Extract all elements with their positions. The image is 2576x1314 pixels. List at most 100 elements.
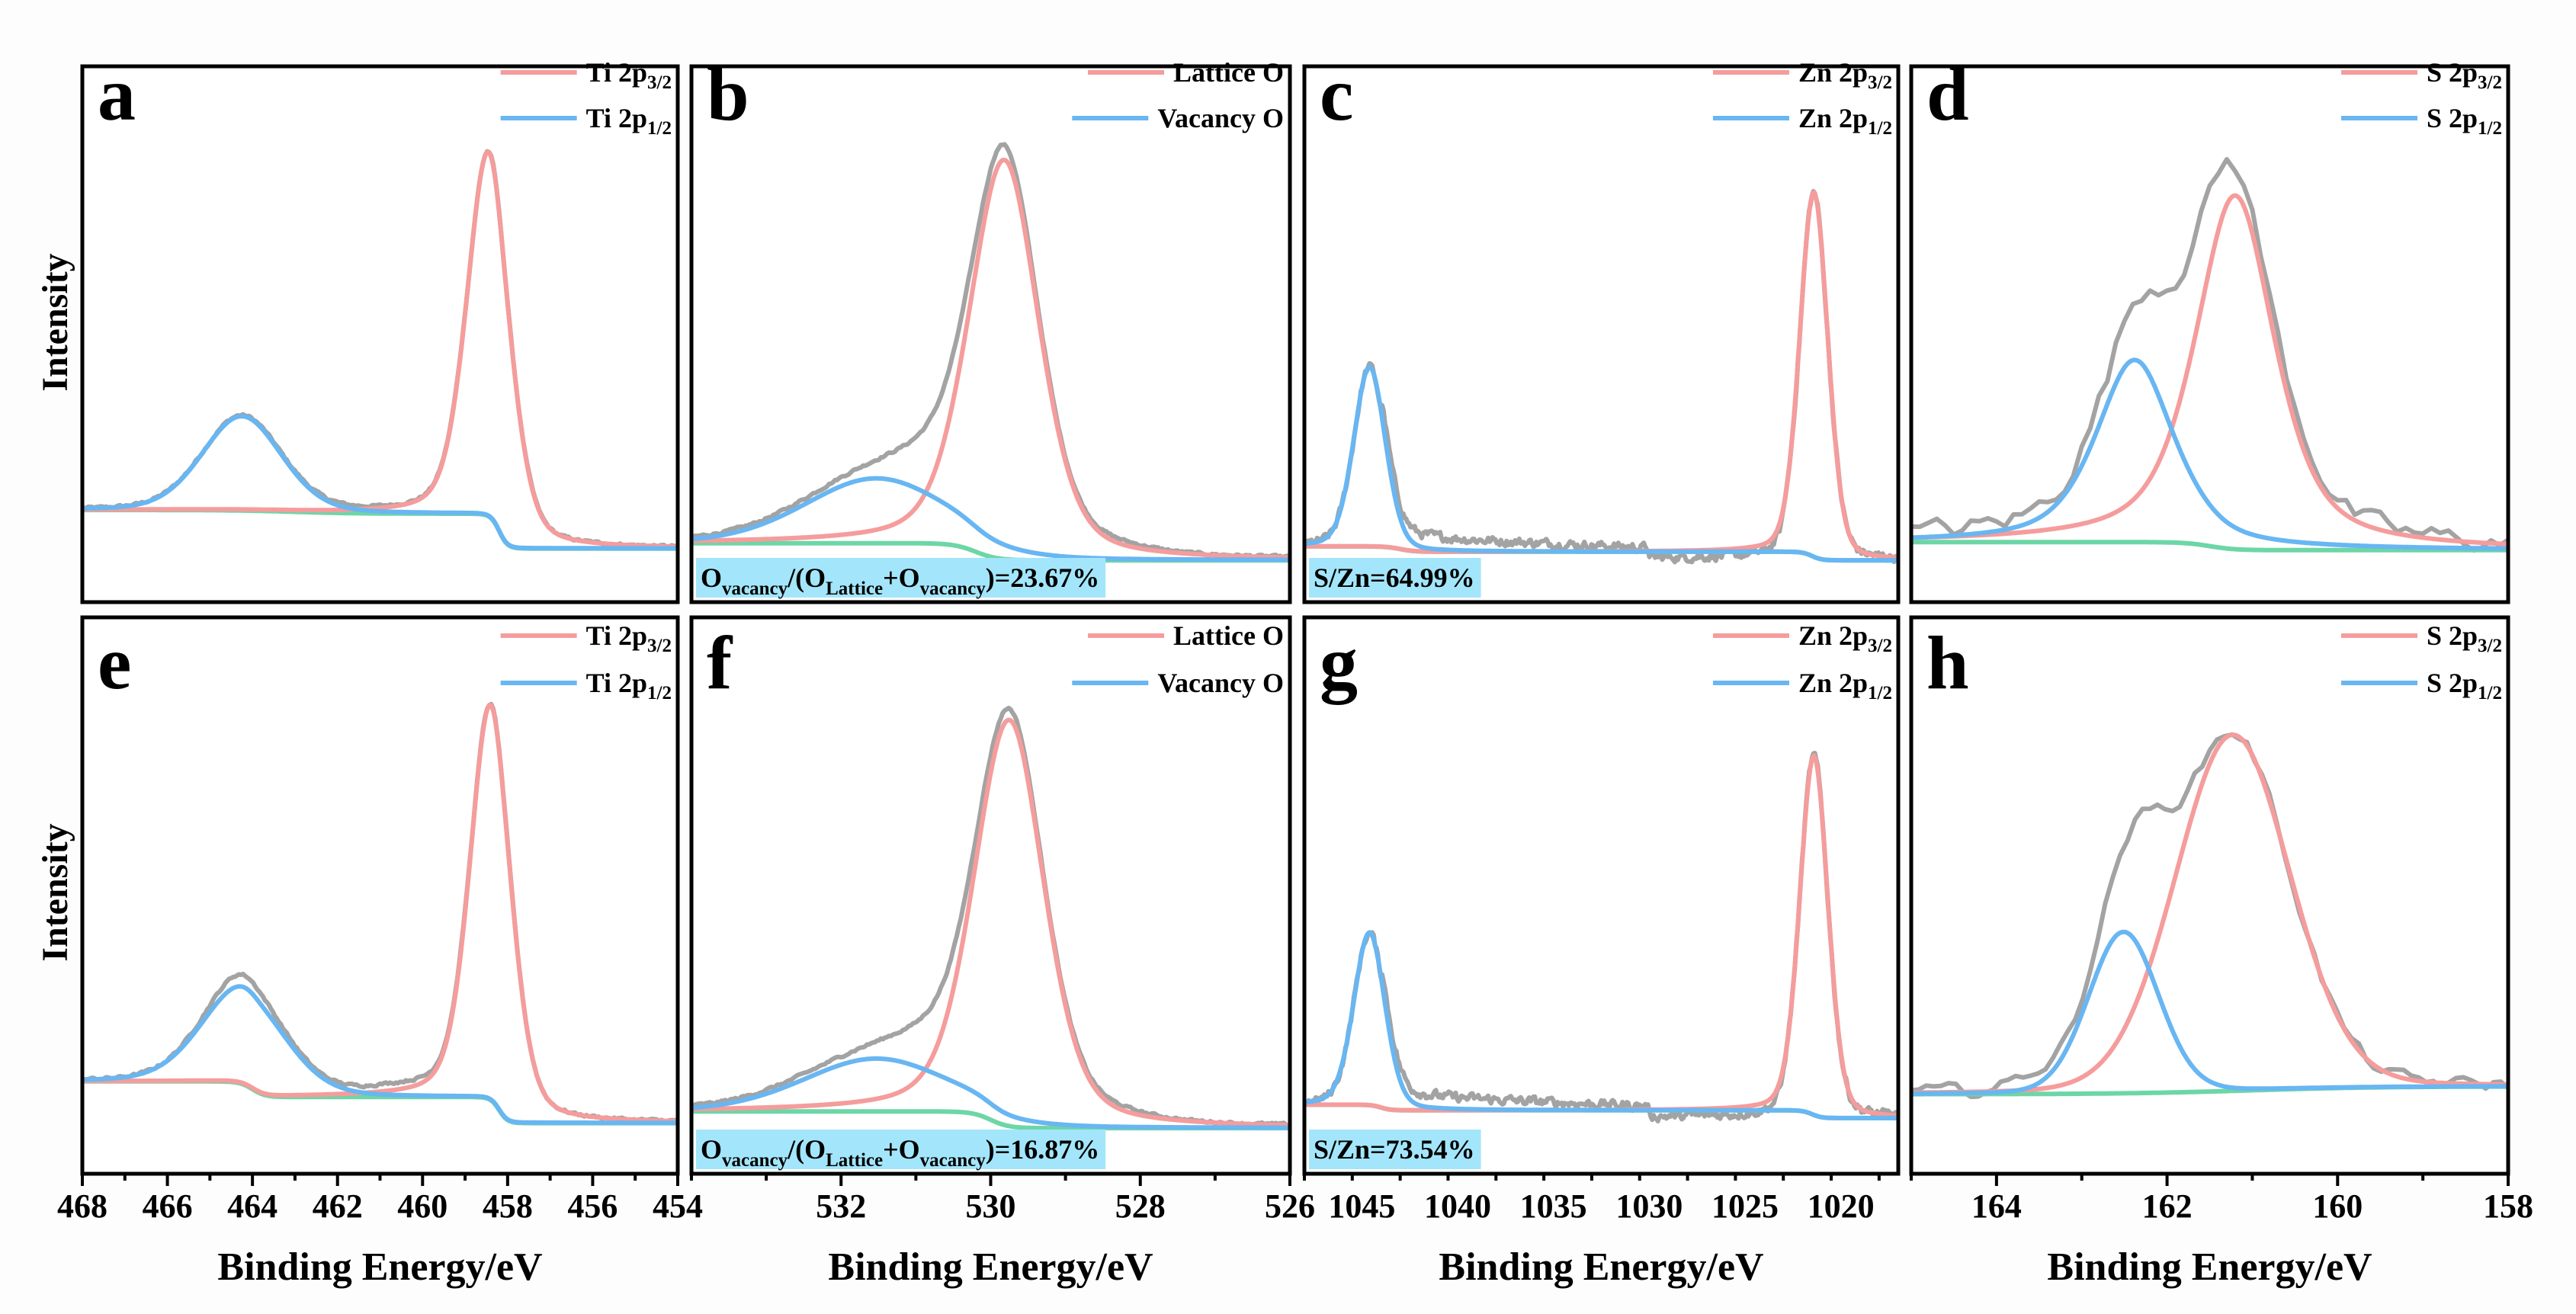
x-tick-label: 466 — [143, 1187, 193, 1225]
legend-text: Zn 2p — [1798, 103, 1868, 133]
legend-text: Ti 2p — [586, 620, 647, 651]
plot-lines — [1304, 751, 1898, 1123]
panel-f: Ovacancy/(OLattice+Ovacancy)=16.87%f Latt… — [689, 615, 1315, 1289]
component-2-line — [82, 414, 678, 551]
ratio-annotation-text: S/Zn=73.54% — [1314, 1134, 1475, 1165]
ratio-subscript: vacancy — [920, 578, 986, 599]
legend-label: Vacancy O — [1157, 103, 1284, 133]
ratio-text: +O — [883, 1134, 920, 1165]
legend-label: Zn 2p1/2 — [1798, 668, 1892, 703]
raw-spectrum-line — [1911, 157, 2508, 553]
plot-lines — [1911, 157, 2508, 553]
x-tick-label: 1045 — [1328, 1187, 1395, 1225]
panel-label: d — [1926, 52, 1969, 136]
panel-label: a — [98, 52, 136, 136]
legend-subscript: 3/2 — [647, 72, 672, 93]
ratio-annotation-box — [696, 1130, 1106, 1169]
plot-lines — [691, 142, 1290, 563]
plot-lines — [1304, 188, 1898, 565]
ratio-text: O — [701, 1134, 722, 1165]
legend-subscript: 1/2 — [647, 683, 672, 703]
component-1-line — [1911, 193, 2508, 546]
y-axis-title: Intensity — [35, 253, 75, 391]
legend-label: S 2p1/2 — [2427, 668, 2502, 703]
legend-text: Zn 2p — [1798, 668, 1868, 698]
x-tick-label: 458 — [483, 1187, 533, 1225]
ratio-text: +O — [883, 562, 920, 593]
ratio-subscript: Lattice — [826, 1150, 883, 1171]
plot-area — [691, 66, 1290, 602]
legend-label: Ti 2p1/2 — [586, 668, 672, 703]
x-tick-label: 1030 — [1615, 1187, 1683, 1225]
panel-label: e — [98, 620, 131, 705]
plot-lines — [82, 149, 678, 551]
x-tick-label: 526 — [1265, 1187, 1315, 1225]
raw-spectrum-line — [1911, 732, 2508, 1100]
component-1-line — [691, 157, 1290, 560]
legend-subscript: 3/2 — [1868, 72, 1892, 93]
ratio-text: O — [701, 562, 722, 593]
legend-text: Zn 2p — [1798, 57, 1868, 88]
x-tick-label: 1040 — [1424, 1187, 1491, 1225]
x-tick-label: 162 — [2142, 1187, 2193, 1225]
plot-area — [82, 66, 678, 602]
x-tick-label: 528 — [1115, 1187, 1166, 1225]
component-2-line — [82, 984, 678, 1126]
axes-frame — [1909, 615, 2510, 1176]
component-1-line — [82, 149, 678, 550]
plot-lines — [82, 701, 678, 1126]
legend-subscript: 3/2 — [2478, 72, 2502, 93]
axes-frame — [80, 64, 680, 604]
legend-subscript: 1/2 — [2478, 118, 2502, 139]
legend-text: Lattice O — [1173, 57, 1284, 88]
component-2-line — [1911, 929, 2508, 1096]
ratio-annotation: S/Zn=64.99% — [1309, 558, 1481, 598]
component-1-line — [82, 702, 678, 1123]
legend-text: Ti 2p — [586, 668, 647, 698]
x-tick-label: 462 — [313, 1187, 363, 1225]
panel-label: b — [707, 52, 749, 136]
legend-label: Lattice O — [1173, 57, 1284, 88]
component-2-line — [1304, 364, 1898, 563]
panel-c: S/Zn=64.99%c Zn 2p3/2Zn 2p1/2 — [1302, 52, 1901, 604]
legend-text: Vacancy O — [1157, 103, 1284, 133]
x-axis-title: Binding Energy/eV — [1439, 1245, 1763, 1289]
legend-label: Ti 2p3/2 — [586, 57, 672, 93]
legend-label: Zn 2p3/2 — [1798, 57, 1892, 93]
ratio-annotation-box — [1309, 1130, 1481, 1169]
legend-subscript: 3/2 — [647, 636, 672, 656]
ratio-text: S/Zn=64.99% — [1314, 562, 1475, 593]
x-axis-title: Binding Energy/eV — [217, 1245, 542, 1289]
panel-label: h — [1926, 620, 1969, 705]
x-tick-label: 164 — [1971, 1187, 2022, 1225]
x-tick-label: 460 — [397, 1187, 448, 1225]
ratio-annotation-text: Ovacancy/(OLattice+Ovacancy)=16.87% — [701, 1134, 1099, 1171]
legend-text: Vacancy O — [1157, 668, 1284, 698]
x-axis-title: Binding Energy/eV — [2047, 1245, 2372, 1289]
axes-frame — [1302, 615, 1901, 1176]
legend-subscript: 1/2 — [1868, 118, 1892, 139]
component-2-line — [1911, 357, 2508, 551]
x-tick-label: 530 — [966, 1187, 1016, 1225]
panel-d: d S 2p3/2 S 2p1/2 — [1909, 52, 2510, 604]
legend-text: Lattice O — [1173, 620, 1284, 651]
ratio-annotation: Ovacancy/(OLattice+Ovacancy)=23.67% — [696, 558, 1106, 599]
ratio-text: S/Zn=73.54% — [1314, 1134, 1475, 1165]
x-tick-label: 160 — [2312, 1187, 2363, 1225]
axes-frame — [1909, 64, 2510, 604]
ratio-text: /(O — [787, 1134, 826, 1165]
x-tick-label: 454 — [653, 1187, 703, 1225]
legend-label: S 2p1/2 — [2427, 103, 2502, 139]
plot-lines — [691, 705, 1290, 1131]
y-axis-title: Intensity — [35, 823, 75, 961]
legend-text: Ti 2p — [586, 103, 647, 133]
legend-label: Ti 2p1/2 — [586, 103, 672, 139]
x-tick-label: 456 — [567, 1187, 618, 1225]
panel-label: f — [707, 620, 733, 705]
legend-subscript: 1/2 — [647, 118, 672, 139]
component-2-line — [1304, 930, 1898, 1120]
legend-subscript: 1/2 — [2478, 683, 2502, 703]
legend-label: S 2p3/2 — [2427, 57, 2502, 93]
